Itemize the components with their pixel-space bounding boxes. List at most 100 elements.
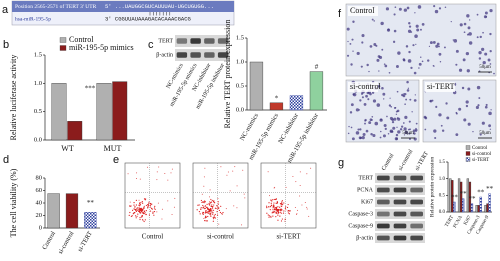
flow-dot <box>281 209 283 211</box>
flow-dot <box>161 218 163 220</box>
legend-label: miR-195-5p mimics <box>69 43 134 52</box>
bar <box>96 83 112 141</box>
flow-dot <box>210 198 212 201</box>
flow-dot <box>232 170 234 172</box>
flow-dot <box>137 213 139 215</box>
cell <box>417 5 422 9</box>
flow-dot <box>285 186 287 188</box>
flow-dot <box>142 219 144 221</box>
label-bg <box>425 82 455 92</box>
flow-dot <box>140 202 142 204</box>
flow-dot <box>278 209 280 211</box>
flow-dot <box>286 206 289 209</box>
flow-dot <box>279 206 281 208</box>
cell <box>477 104 480 107</box>
flow-dot <box>139 212 141 214</box>
blot-band <box>204 52 215 58</box>
flow-dot <box>204 205 206 207</box>
cell <box>396 90 399 93</box>
flow-dot <box>154 208 156 210</box>
significance-mark: ** <box>486 185 494 193</box>
cell <box>361 41 364 44</box>
cell <box>406 6 410 10</box>
flow-dot <box>281 201 283 203</box>
flow-dot <box>138 207 140 209</box>
cell <box>389 97 391 99</box>
cell <box>431 99 434 102</box>
flow-dot <box>270 199 272 201</box>
cell <box>427 59 430 62</box>
cell <box>373 20 375 22</box>
flow-dot <box>210 212 212 214</box>
flow-dot <box>143 198 146 200</box>
flow-dot <box>139 203 141 205</box>
panel-letter: b <box>3 39 9 51</box>
cell <box>479 35 482 39</box>
cell <box>358 109 361 111</box>
flow-dot <box>143 206 145 208</box>
cell <box>424 128 427 131</box>
cell <box>432 40 436 44</box>
blot-strip <box>175 35 230 47</box>
legend-label: Control <box>69 35 94 44</box>
lane-label: Control <box>381 153 396 172</box>
cell <box>455 49 459 53</box>
flow-dot <box>275 211 277 213</box>
flow-dot <box>196 209 198 211</box>
flow-dot <box>271 212 273 214</box>
flow-dot <box>211 209 213 211</box>
flow-dot <box>174 197 176 199</box>
cell <box>386 115 388 118</box>
flow-dot <box>280 208 282 210</box>
flow-dot <box>271 204 273 206</box>
flow-dot <box>210 202 212 204</box>
legend-swatch <box>465 157 471 162</box>
flow-dot <box>149 202 152 205</box>
flow-dot <box>167 179 169 181</box>
label-bg <box>348 6 378 16</box>
cell <box>465 52 470 56</box>
cell <box>493 72 495 75</box>
cell <box>406 89 410 92</box>
flow-dot <box>296 209 298 211</box>
cell <box>368 121 372 125</box>
cell <box>370 133 373 136</box>
flow-dot <box>279 211 281 213</box>
blot-band <box>393 211 407 217</box>
flow-dot <box>133 211 135 214</box>
flow-dot <box>148 214 151 216</box>
lane-label: si-control <box>398 148 415 171</box>
cell <box>364 120 366 122</box>
flow-dot <box>284 207 286 209</box>
scale-label: 50μm <box>479 131 491 136</box>
blot-band <box>377 223 390 229</box>
flow-dot <box>198 211 201 213</box>
cell <box>438 7 442 10</box>
significance-mark: ** <box>468 195 476 203</box>
cell <box>403 8 408 12</box>
flow-dot <box>213 200 215 202</box>
flow-dot <box>149 210 152 212</box>
cell <box>397 117 401 121</box>
cell <box>481 47 485 52</box>
flow-dot <box>197 204 199 206</box>
flow-dot <box>266 212 268 214</box>
flow-dot <box>217 201 219 203</box>
flow-dot <box>214 217 216 219</box>
flow-dot <box>225 208 227 210</box>
flow-dot <box>283 202 285 204</box>
flow-dot <box>173 206 175 208</box>
cell <box>478 97 481 100</box>
blot-band <box>190 38 201 44</box>
flow-dot <box>284 218 286 220</box>
flow-dot <box>205 220 207 222</box>
flow-dot <box>208 203 210 205</box>
flow-dot <box>207 215 209 218</box>
cell <box>429 41 433 45</box>
cell <box>359 128 362 131</box>
flow-dot <box>220 205 222 207</box>
flow-dot <box>212 213 214 215</box>
flow-dot <box>242 169 244 171</box>
flow-dot <box>147 204 149 206</box>
flow-dot <box>287 210 290 212</box>
